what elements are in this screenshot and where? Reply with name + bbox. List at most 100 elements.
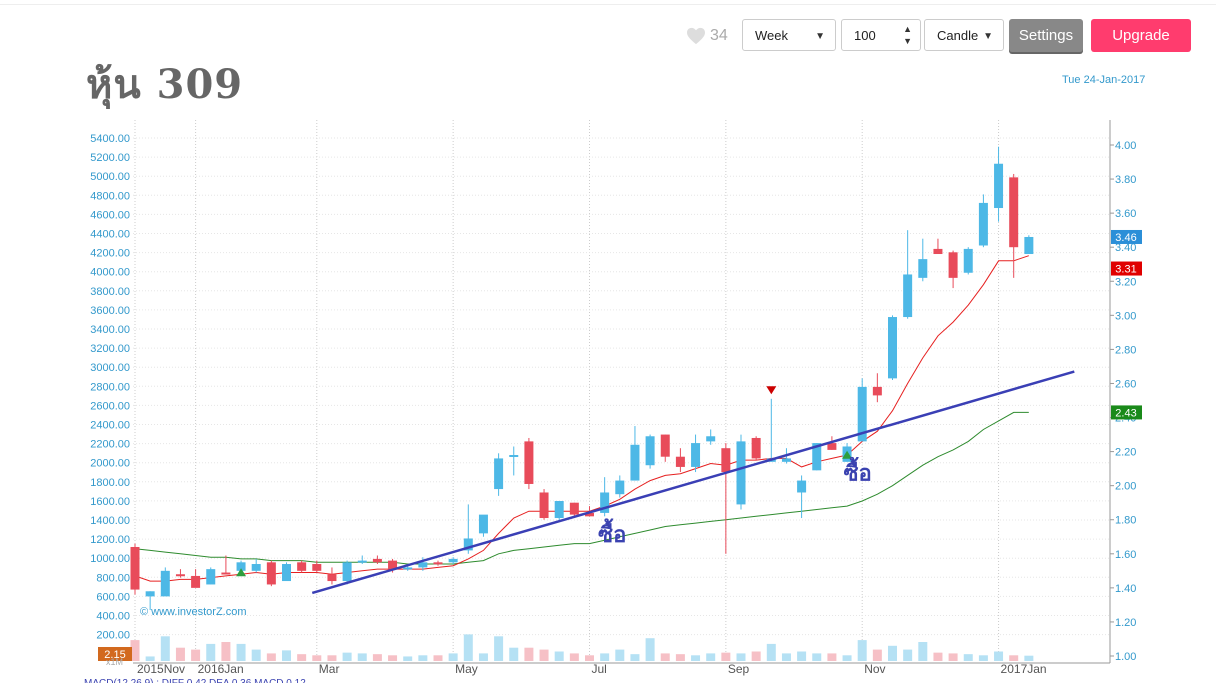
stepper-arrows-icon[interactable]: ▲ ▼ <box>903 24 912 46</box>
volume-bar <box>903 649 913 661</box>
candle-body <box>418 562 428 568</box>
candle-body <box>706 436 716 442</box>
left-axis-tick-label: 3000.00 <box>90 362 130 374</box>
right-axis-tick-label: 1.20 <box>1115 617 1136 629</box>
candle-body <box>933 248 943 255</box>
candle-body <box>191 575 201 588</box>
watermark-text: © www.investorZ.com <box>140 606 247 618</box>
volume-bar <box>1024 655 1034 661</box>
candle-body <box>448 558 458 563</box>
left-axis-tick-label: 3600.00 <box>90 305 130 317</box>
candle-body <box>145 591 155 597</box>
ema-slow-badge: 2.43 <box>1115 407 1136 419</box>
right-axis-tick-label: 2.80 <box>1115 344 1136 356</box>
left-axis-tick-label: 3400.00 <box>90 324 130 336</box>
ema-slow-line <box>134 411 1029 565</box>
page-title: หุ้น 309 <box>86 61 244 108</box>
caret-down-icon: ▼ <box>815 31 825 42</box>
volume-bar <box>554 651 564 661</box>
x-axis-tick-label: 2016Jan <box>198 662 244 676</box>
volume-bar <box>251 649 261 661</box>
candle-body <box>903 274 913 318</box>
buy-signal-marker <box>236 568 247 577</box>
candle-body <box>478 514 488 534</box>
volume-bar <box>282 650 291 661</box>
candle-body <box>524 441 534 484</box>
settings-button[interactable]: Settings <box>1009 19 1083 52</box>
left-axis-tick-label: 400.00 <box>96 611 130 623</box>
candle-body <box>282 564 291 582</box>
period-select[interactable]: Week ▼ <box>742 19 836 51</box>
volume-bar <box>312 655 322 661</box>
volume-scale-badge: 2.15 <box>104 649 125 661</box>
candle-body <box>918 259 928 278</box>
volume-bar <box>933 652 943 661</box>
right-axis-tick-label: 3.20 <box>1115 276 1136 288</box>
like-counter[interactable]: 34 <box>686 24 728 48</box>
candle-body <box>948 252 958 278</box>
left-axis-tick-label: 5200.00 <box>90 152 130 164</box>
volume-bar <box>994 651 1004 661</box>
candle-body <box>615 480 625 495</box>
volume-bar <box>297 654 307 661</box>
candle-body <box>645 436 655 466</box>
left-axis-tick-label: 4200.00 <box>90 248 130 260</box>
candle-body <box>357 560 367 563</box>
volume-bar <box>857 640 867 661</box>
right-axis-tick-label: 3.80 <box>1115 174 1136 186</box>
volume-bar <box>721 652 731 661</box>
ema-fast-badge-bg <box>1111 261 1142 276</box>
volume-bar <box>1009 655 1019 661</box>
sell-signal-marker <box>766 386 777 395</box>
volume-scale-unit: x1M <box>106 657 123 667</box>
candle-body <box>978 202 988 246</box>
volume-bar <box>645 638 655 661</box>
left-axis-tick-label: 1000.00 <box>90 553 130 565</box>
candle-body <box>691 443 701 467</box>
volume-bar <box>327 655 337 661</box>
candle-body <box>554 500 564 519</box>
x-axis-tick-label: May <box>455 662 478 676</box>
count-stepper[interactable]: 100 ▲ ▼ <box>841 19 921 51</box>
volume-bar <box>963 654 973 661</box>
volume-bar <box>539 649 549 661</box>
candle-body <box>872 386 882 396</box>
right-axis-tick-label: 3.00 <box>1115 310 1136 322</box>
volume-bar <box>236 643 246 661</box>
volume-bar <box>448 653 458 661</box>
volume-bar <box>585 655 594 661</box>
buy-annotation-label: ซื้อ <box>844 457 872 487</box>
x-axis-tick-label: 2017Jan <box>1001 662 1047 676</box>
chart-type-select[interactable]: Candle ▼ <box>924 19 1004 51</box>
volume-bar <box>388 655 398 661</box>
left-axis-tick-label: 2400.00 <box>90 420 130 432</box>
x-axis-tick-label: Nov <box>864 662 885 676</box>
right-axis-tick-label: 1.80 <box>1115 515 1136 527</box>
right-axis-tick-label: 2.00 <box>1115 481 1136 493</box>
candle-body <box>297 562 307 571</box>
candle-body <box>372 558 382 563</box>
upgrade-button[interactable]: Upgrade <box>1091 19 1191 52</box>
candle-body <box>660 434 670 457</box>
left-axis-tick-label: 3200.00 <box>90 343 130 355</box>
left-axis-tick-label: 600.00 <box>96 591 130 603</box>
caret-down-icon: ▼ <box>983 31 993 42</box>
volume-bar <box>615 649 625 661</box>
trend-line <box>311 370 1075 595</box>
candle-body <box>675 456 685 467</box>
volume-bar <box>524 647 534 661</box>
candle-body <box>327 574 337 582</box>
x-axis-tick-label: Sep <box>728 662 750 676</box>
left-axis-tick-label: 4800.00 <box>90 190 130 202</box>
volume-bar <box>918 642 928 661</box>
candle-body <box>312 564 322 571</box>
left-axis-tick-label: 200.00 <box>96 630 130 642</box>
volume-bar <box>357 653 367 661</box>
right-axis-tick-label: 1.40 <box>1115 583 1136 595</box>
ema-fast-badge: 3.31 <box>1115 264 1136 276</box>
left-axis-tick-label: 1800.00 <box>90 477 130 489</box>
left-axis-tick-label: 5400.00 <box>90 133 130 145</box>
volume-bar <box>266 653 276 661</box>
left-axis-tick-label: 800.00 <box>96 572 130 584</box>
